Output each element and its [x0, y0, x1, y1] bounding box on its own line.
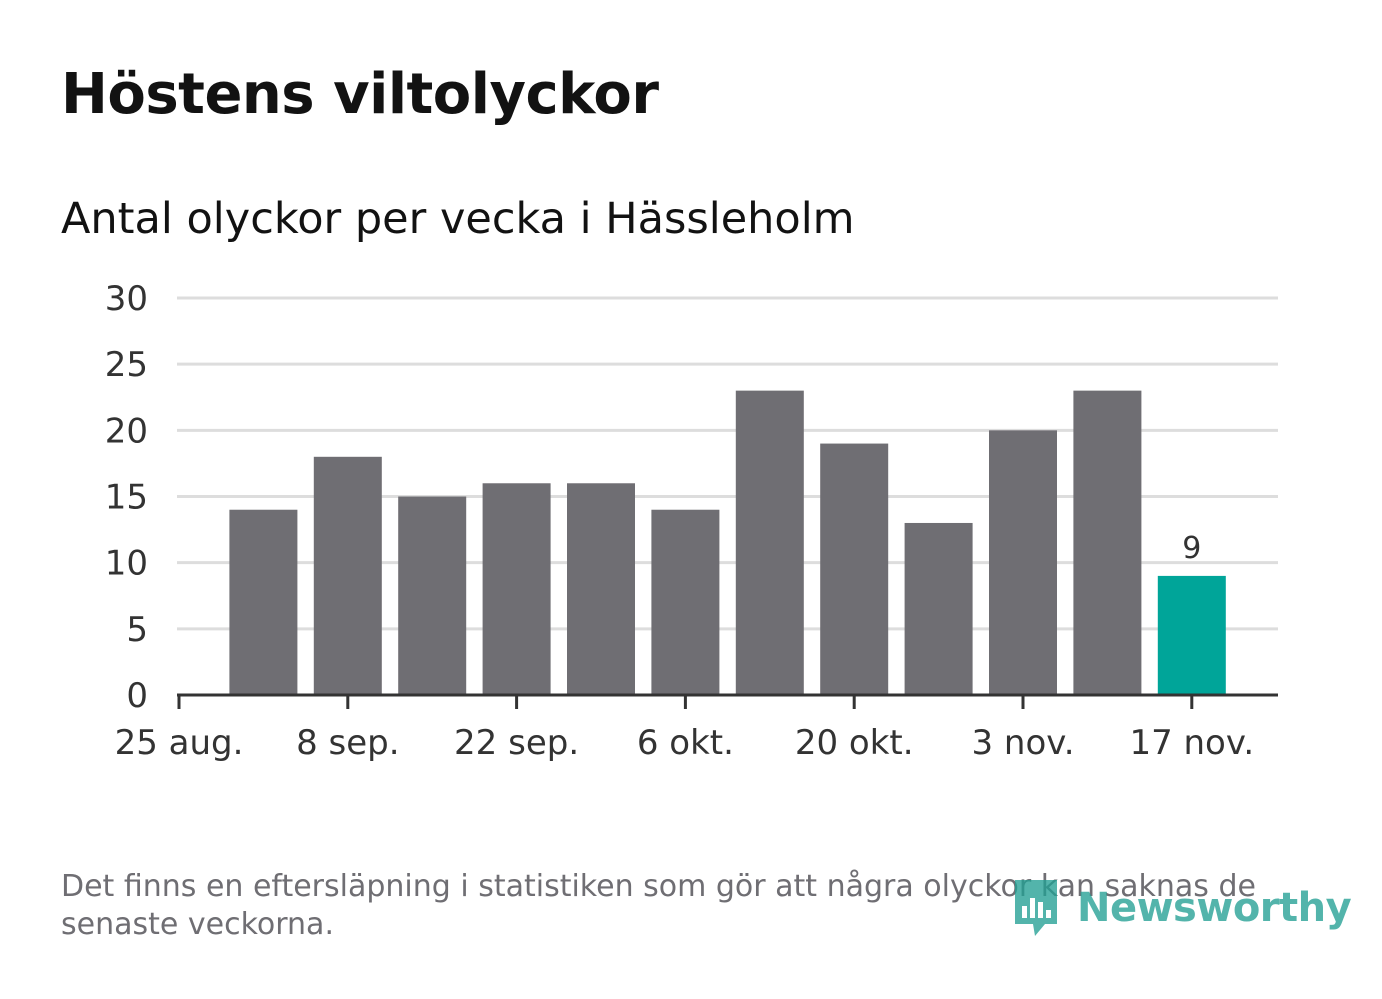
- bar: [735, 390, 804, 695]
- bar-highlighted: [1157, 575, 1226, 695]
- x-tick-label: 6 okt.: [637, 723, 734, 763]
- x-axis: [177, 693, 1278, 709]
- chart-title: Höstens viltolyckor: [61, 62, 659, 127]
- bar: [1073, 390, 1142, 695]
- y-tick-label: 10: [105, 544, 148, 584]
- x-tick-label: 17 nov.: [1129, 723, 1254, 763]
- y-tick-label: 5: [126, 610, 148, 650]
- x-tick-label: 22 sep.: [454, 723, 579, 763]
- bar: [820, 443, 889, 695]
- bar-chart: 0 5 10 15 20 25 30 9 25 aug. 8 sep. 22 sep. 6 okt. 2…: [105, 279, 1278, 763]
- y-tick-label: 20: [105, 411, 148, 451]
- logo-text: Newsworthy: [1077, 885, 1352, 931]
- bar: [989, 430, 1057, 695]
- labels: 0 5 10 15 20 25 30 9 25 aug. 8 sep. 22 sep. 6 okt. 2…: [105, 279, 1254, 763]
- bar: [482, 483, 551, 695]
- x-tick-label: 8 sep.: [296, 723, 399, 763]
- bar: [313, 456, 382, 695]
- y-tick-label: 0: [126, 676, 148, 716]
- x-tick-label: 3 nov.: [971, 723, 1074, 763]
- x-tick-label: 20 okt.: [795, 723, 914, 763]
- bar: [904, 522, 973, 695]
- bar: [567, 483, 635, 695]
- x-tick-label: 25 aug.: [115, 723, 244, 763]
- newsworthy-logo: Newsworthy: [1011, 876, 1352, 940]
- bar: [398, 496, 467, 695]
- bars: [229, 390, 1226, 695]
- bar-chart-speech-bubble-icon: [1015, 880, 1057, 936]
- bar: [229, 509, 298, 695]
- chart-subtitle: Antal olyckor per vecka i Hässleholm: [61, 194, 855, 244]
- y-tick-label: 15: [105, 478, 148, 518]
- bar-value-label: 9: [1182, 531, 1201, 566]
- y-tick-label: 30: [105, 279, 148, 319]
- bar: [651, 509, 720, 695]
- y-tick-label: 25: [105, 345, 148, 385]
